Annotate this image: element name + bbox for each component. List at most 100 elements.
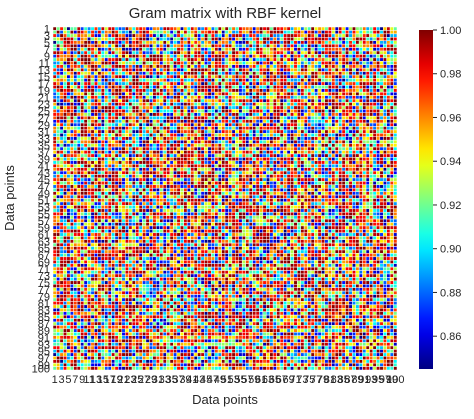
heatmap-cell (228, 30, 233, 35)
heatmap-cell (341, 98, 346, 103)
heatmap-cell (283, 91, 288, 96)
heatmap-cell (245, 146, 250, 151)
heatmap-cell (286, 143, 291, 148)
heatmap-cell (245, 184, 250, 189)
heatmap-cell (104, 50, 109, 55)
heatmap-cell (362, 119, 367, 124)
heatmap-cell (389, 105, 394, 110)
heatmap-cell (235, 122, 240, 127)
heatmap-cell (393, 30, 398, 35)
heatmap-cell (204, 81, 209, 86)
heatmap-cell (73, 105, 78, 110)
heatmap-cell (169, 40, 174, 45)
heatmap-cell (307, 167, 312, 172)
heatmap-cell (66, 194, 71, 199)
heatmap-cell (228, 163, 233, 168)
heatmap-cell (138, 187, 143, 192)
heatmap-cell (341, 153, 346, 158)
heatmap-cell (104, 136, 109, 141)
heatmap-cell (272, 174, 277, 179)
heatmap-cell (210, 54, 215, 59)
heatmap-cell (331, 167, 336, 172)
heatmap-cell (135, 150, 140, 155)
heatmap-cell (63, 81, 68, 86)
heatmap-cell (386, 187, 391, 192)
heatmap-cell (379, 74, 384, 79)
heatmap-cell (114, 85, 119, 89)
heatmap-cell (90, 30, 95, 35)
heatmap-cell (83, 153, 88, 158)
heatmap-cell (235, 91, 240, 96)
heatmap-cell (228, 129, 233, 134)
heatmap-cell (56, 119, 61, 124)
heatmap-cell (224, 105, 229, 110)
heatmap-cell (183, 191, 188, 196)
heatmap-cell (80, 119, 85, 124)
heatmap-cell (217, 112, 222, 117)
heatmap-cell (104, 67, 109, 72)
heatmap-cell (114, 174, 119, 179)
heatmap-cell (355, 181, 360, 186)
heatmap-cell (283, 71, 288, 76)
heatmap-cell (269, 26, 274, 31)
heatmap-cell (200, 57, 205, 62)
heatmap-cell (197, 191, 202, 196)
heatmap-cell (152, 40, 157, 45)
heatmap-cell (131, 146, 136, 151)
heatmap-cell (100, 181, 105, 186)
heatmap-cell (104, 150, 109, 155)
heatmap-cell (63, 129, 68, 134)
heatmap-cell (338, 153, 343, 158)
heatmap-cell (338, 40, 343, 45)
heatmap-cell (290, 119, 295, 124)
heatmap-cell (303, 37, 308, 41)
heatmap-cell (56, 126, 61, 131)
heatmap-cell (369, 71, 374, 76)
heatmap-cell (155, 115, 160, 120)
heatmap-cell (87, 191, 92, 196)
heatmap-cell (324, 50, 329, 55)
heatmap-cell (358, 61, 363, 65)
heatmap-cell (124, 181, 129, 186)
heatmap-cell (210, 78, 215, 83)
heatmap-cell (135, 122, 140, 127)
heatmap-cell (131, 54, 136, 59)
heatmap-cell (83, 191, 88, 196)
heatmap-cell (314, 122, 319, 127)
heatmap-cell (235, 191, 240, 196)
heatmap-cell (66, 174, 71, 179)
heatmap-cell (186, 181, 191, 186)
heatmap-cell (334, 47, 339, 52)
heatmap-cell (155, 61, 160, 65)
heatmap-cell (173, 50, 178, 55)
heatmap-cell (186, 30, 191, 35)
heatmap-cell (114, 170, 119, 175)
heatmap-cell (296, 122, 301, 127)
heatmap-cell (276, 136, 281, 141)
heatmap-cell (173, 105, 178, 110)
heatmap-cell (145, 143, 150, 148)
heatmap-cell (217, 95, 222, 100)
heatmap-cell (241, 170, 246, 175)
heatmap-cell (197, 78, 202, 83)
heatmap-cell (159, 170, 164, 175)
heatmap-cell (379, 112, 384, 117)
heatmap-cell (341, 81, 346, 86)
heatmap-cell (63, 112, 68, 117)
heatmap-cell (389, 122, 394, 127)
heatmap-cell (235, 61, 240, 65)
heatmap-cell (155, 184, 160, 189)
heatmap-cell (382, 187, 387, 192)
heatmap-cell (283, 136, 288, 141)
heatmap-cell (159, 143, 164, 148)
heatmap-cell (293, 177, 298, 182)
heatmap-cell (128, 81, 133, 86)
heatmap-cell (111, 81, 116, 86)
heatmap-cell (334, 37, 339, 41)
heatmap-cell (376, 163, 381, 168)
heatmap-cell (135, 102, 140, 107)
heatmap-cell (56, 136, 61, 141)
heatmap-cell (252, 47, 257, 52)
heatmap-cell (76, 105, 81, 110)
heatmap-cell (389, 47, 394, 52)
